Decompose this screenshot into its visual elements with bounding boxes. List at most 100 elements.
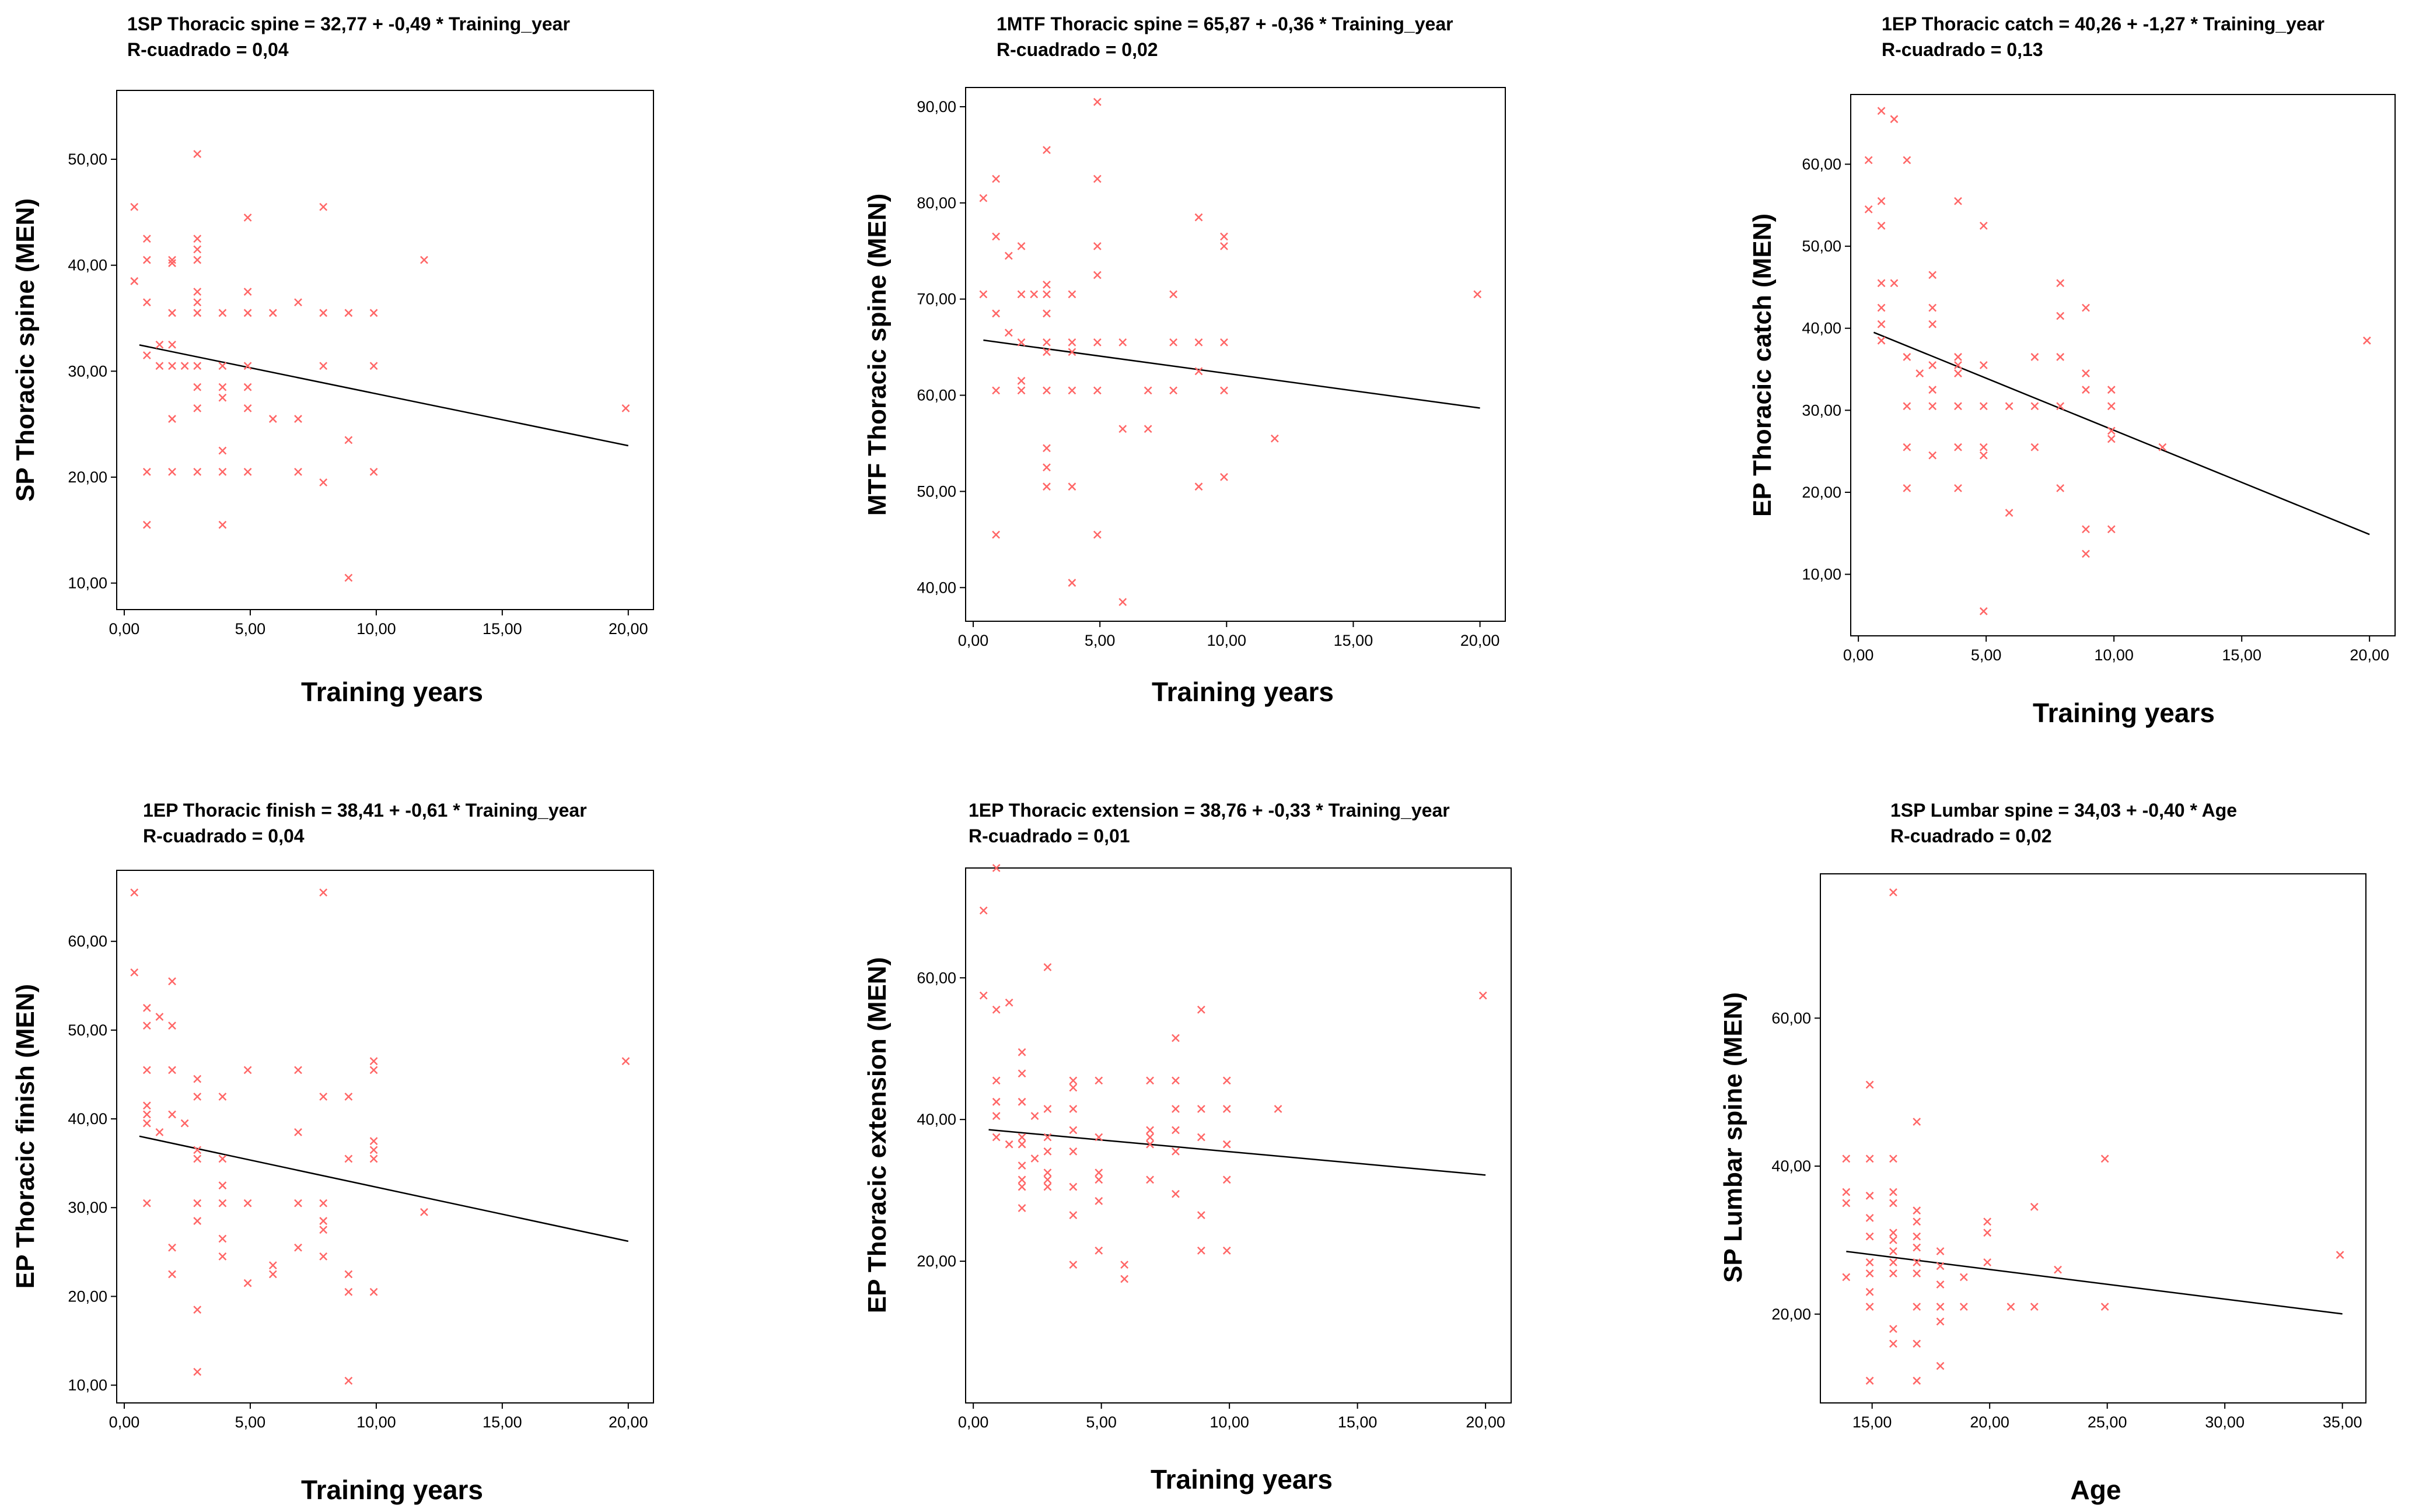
data-point <box>268 1261 277 1270</box>
data-point <box>193 150 202 158</box>
data-point <box>294 1243 302 1252</box>
data-point <box>1220 242 1228 250</box>
data-point <box>1889 1236 1897 1244</box>
data-point <box>193 1146 202 1154</box>
data-point <box>1913 1377 1921 1385</box>
data-point <box>1146 1175 1154 1184</box>
data-point <box>369 1154 378 1163</box>
data-point <box>218 467 227 476</box>
data-point <box>1095 1246 1103 1255</box>
x-tick-label: 15,00 <box>1334 632 1373 649</box>
y-tick-label: 10,00 <box>68 575 107 592</box>
data-point <box>193 1367 202 1376</box>
scatter-panel-4: 1EP Thoracic finish = 38,41 + -0,61 * Tr… <box>11 800 654 1505</box>
data-point <box>142 1066 151 1074</box>
data-point <box>344 1270 353 1279</box>
data-point <box>1954 443 1962 452</box>
data-point <box>168 977 176 986</box>
data-point <box>1120 1275 1129 1283</box>
data-point <box>243 1279 252 1287</box>
data-point <box>369 1057 378 1066</box>
data-point <box>1222 1105 1231 1113</box>
data-point <box>1865 1154 1874 1163</box>
data-point <box>1979 222 1988 230</box>
data-point <box>1903 484 1911 492</box>
data-point <box>1877 107 1886 116</box>
data-point <box>1030 1154 1039 1163</box>
data-point <box>193 309 202 317</box>
data-point <box>218 446 227 455</box>
data-point <box>1928 320 1937 328</box>
data-point <box>2056 353 2065 361</box>
data-point <box>294 1066 302 1074</box>
data-point <box>1928 386 1937 394</box>
data-point <box>1018 1182 1026 1191</box>
data-point <box>1172 1034 1180 1042</box>
data-point <box>218 1252 227 1261</box>
data-point <box>142 1021 151 1030</box>
data-point <box>319 1217 328 1225</box>
data-point <box>319 478 328 487</box>
data-point <box>319 362 328 370</box>
data-point <box>1842 1154 1851 1163</box>
y-tick-label: 20,00 <box>917 1252 956 1270</box>
data-point <box>1865 1258 1874 1266</box>
data-point <box>992 864 1001 872</box>
data-point <box>2006 1303 2015 1311</box>
data-point <box>1954 484 1962 492</box>
scatter-panel-1: 1SP Thoracic spine = 32,77 + -0,49 * Tra… <box>11 13 654 707</box>
data-point <box>420 1208 428 1216</box>
data-point <box>1842 1188 1851 1196</box>
data-point <box>243 288 252 296</box>
data-point <box>155 1128 164 1136</box>
data-point <box>1864 205 1873 214</box>
data-point <box>268 415 277 423</box>
data-point <box>142 235 151 243</box>
data-point <box>168 309 176 317</box>
data-point <box>1043 1168 1052 1177</box>
data-point <box>1913 1206 1921 1215</box>
y-axis-title: EP Thoracic extension (MEN) <box>863 957 892 1313</box>
data-point <box>369 1287 378 1296</box>
data-point <box>1068 386 1076 395</box>
data-point <box>168 256 176 264</box>
data-point <box>218 1234 227 1243</box>
data-point <box>1954 369 1962 377</box>
data-point <box>319 1093 328 1101</box>
data-point <box>1936 1262 1945 1270</box>
x-tick-label: 20,00 <box>1460 632 1500 649</box>
y-tick-label: 10,00 <box>68 1377 107 1394</box>
data-point <box>1865 1287 1874 1296</box>
panel-r-squared: R-cuadrado = 0,02 <box>997 39 1158 60</box>
y-tick-label: 60,00 <box>1771 1009 1811 1027</box>
data-point <box>369 362 378 370</box>
data-point <box>218 393 227 402</box>
scatter-panel-2: 1MTF Thoracic spine = 65,87 + -0,36 * Tr… <box>863 13 1506 707</box>
data-point <box>2054 1265 2062 1274</box>
data-point <box>1118 338 1127 346</box>
data-point <box>168 1110 176 1119</box>
data-point <box>1222 1175 1231 1184</box>
x-axis-title: Training years <box>301 1475 483 1505</box>
data-point <box>1043 482 1051 491</box>
data-point <box>1954 353 1962 361</box>
data-point <box>1069 1182 1078 1191</box>
x-tick-label: 25,00 <box>2088 1413 2127 1431</box>
x-tick-label: 0,00 <box>958 632 989 649</box>
data-point <box>1864 156 1873 164</box>
y-tick-label: 20,00 <box>68 468 107 486</box>
data-point <box>1936 1280 1945 1289</box>
data-point <box>992 1133 1001 1142</box>
data-point <box>1043 1133 1052 1142</box>
data-point <box>1865 1080 1874 1089</box>
data-point <box>344 436 353 444</box>
data-point <box>243 404 252 412</box>
data-point <box>1890 115 1899 124</box>
data-point <box>369 1137 378 1145</box>
x-tick-label: 15,00 <box>483 620 522 638</box>
data-point <box>2056 312 2065 320</box>
data-point <box>1197 1105 1205 1113</box>
data-point <box>1017 376 1026 385</box>
data-point <box>193 298 202 307</box>
